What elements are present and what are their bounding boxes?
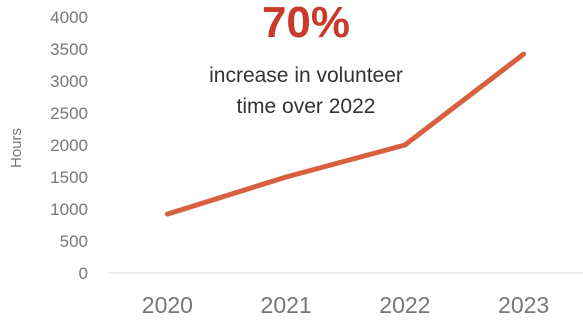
y-tick-label: 1500 [50, 168, 88, 187]
y-tick-label: 1000 [50, 200, 88, 219]
x-axis-ticks: 2020 2021 2022 2023 [142, 292, 549, 318]
y-axis-label: Hours [8, 128, 25, 168]
callout-line-1: increase in volunteer [209, 64, 403, 87]
y-tick-label: 0 [79, 264, 88, 283]
x-tick-label: 2021 [261, 292, 312, 318]
callout-percent: 70% [262, 0, 350, 47]
x-tick-label: 2020 [142, 292, 193, 318]
series-line [166, 52, 526, 217]
x-tick-label: 2023 [498, 292, 549, 318]
y-tick-label: 3500 [50, 40, 88, 59]
y-tick-label: 2500 [50, 104, 88, 123]
data-point [402, 142, 408, 148]
y-tick-label: 2000 [50, 136, 88, 155]
y-tick-label: 500 [60, 232, 88, 251]
data-point [164, 211, 170, 217]
data-point [283, 174, 289, 180]
callout-line-2: time over 2022 [237, 95, 376, 118]
y-tick-label: 4000 [50, 8, 88, 27]
x-tick-label: 2022 [379, 292, 430, 318]
data-point [521, 51, 527, 57]
y-axis-ticks: 0 500 1000 1500 2000 2500 3000 3500 4000 [50, 8, 88, 283]
series-points [164, 51, 527, 217]
y-tick-label: 3000 [50, 72, 88, 91]
